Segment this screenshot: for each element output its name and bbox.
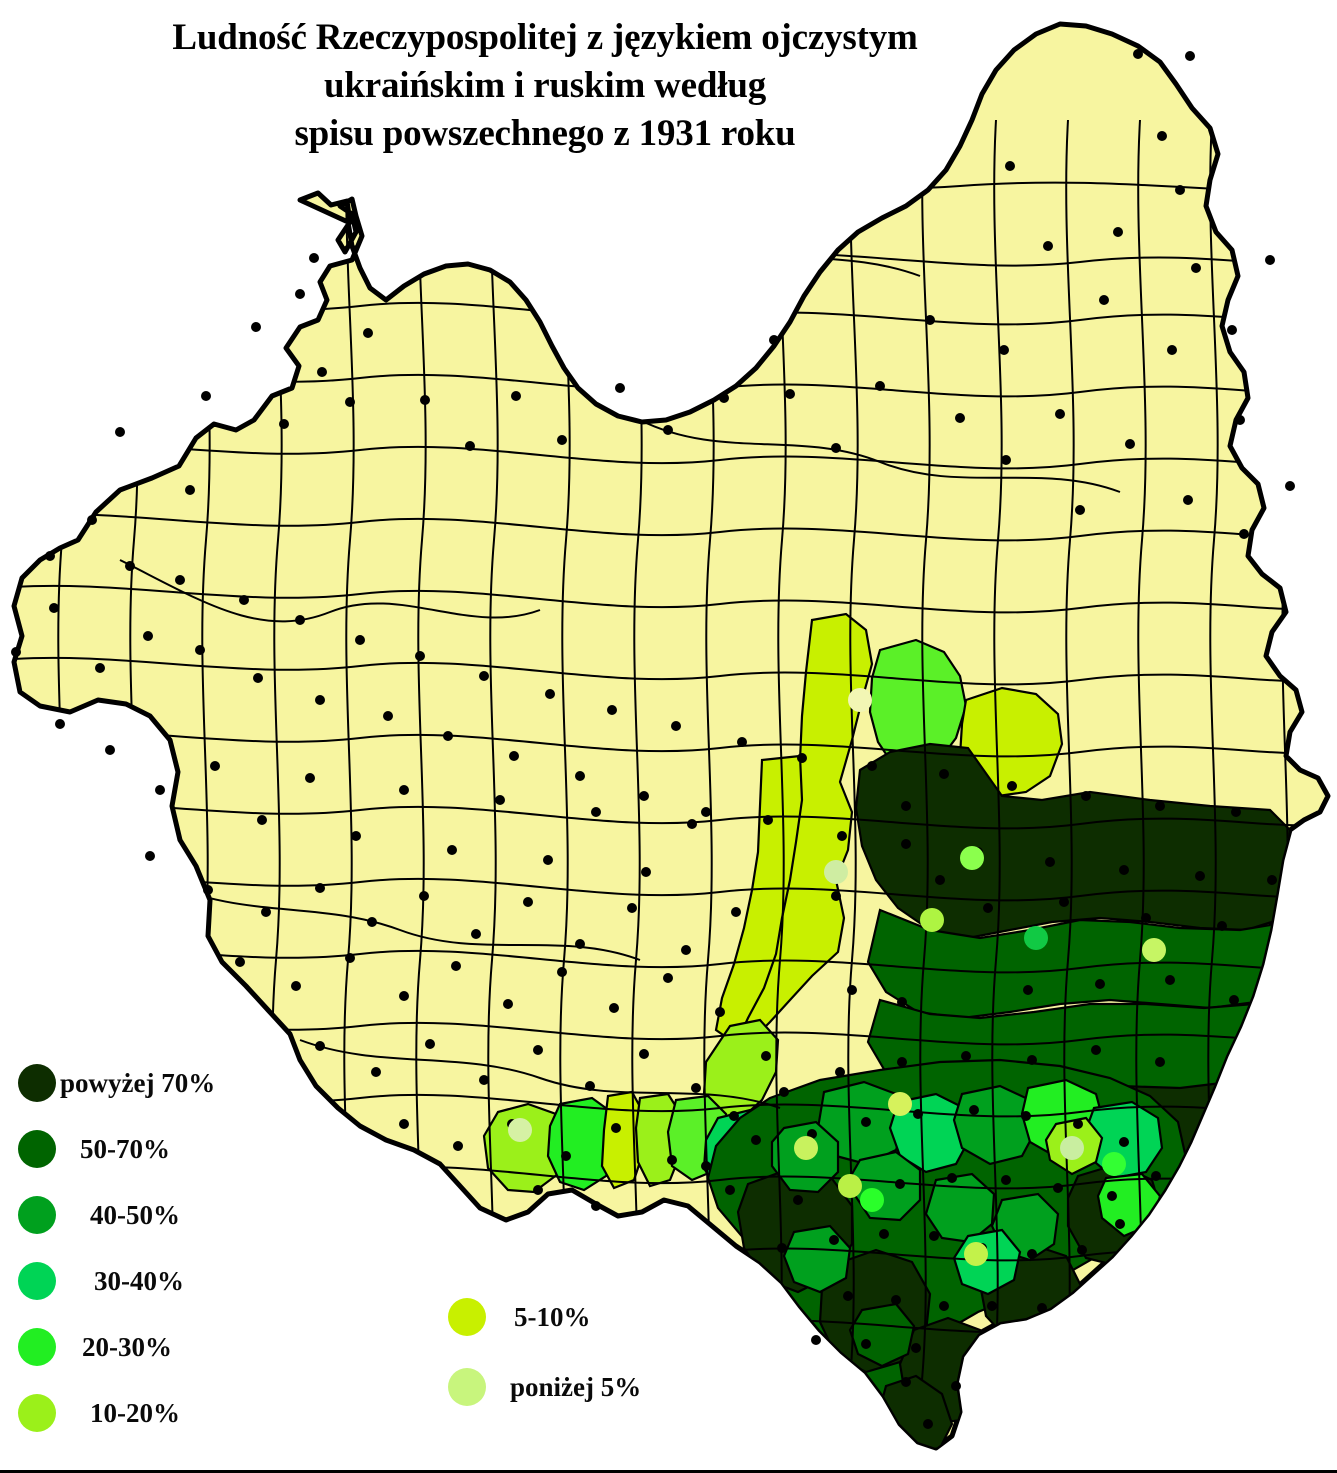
legend-swatch-40-50 — [18, 1196, 56, 1234]
city-marker-luck — [920, 908, 944, 932]
city-marker-chelm — [824, 860, 848, 884]
legend-column-right: 5-10% poniżej 5% — [448, 1282, 641, 1422]
city-marker-krakow — [508, 1118, 532, 1142]
powiat-seat-dots — [11, 49, 1295, 1429]
legend-item-40-50: 40-50% — [18, 1182, 215, 1248]
legend-item-30-40: 30-40% — [18, 1248, 215, 1314]
legend-label-20-30: 20-30% — [82, 1331, 172, 1362]
legend-item-above-70: powyżej 70% — [18, 1050, 215, 1116]
legend-swatch-30-40 — [18, 1262, 56, 1300]
legend-swatch-10-20 — [18, 1394, 56, 1432]
legend-item-5-10: 5-10% — [448, 1282, 641, 1352]
city-marker-stanislawow — [964, 1242, 988, 1266]
city-marker-kowel — [960, 846, 984, 870]
city-marker-lublin — [848, 688, 872, 712]
city-marker-drohobycz — [860, 1188, 884, 1212]
region-10-20-galicia-w1 — [482, 1102, 568, 1194]
legend-item-50-70: 50-70% — [18, 1116, 215, 1182]
legend-swatch-50-70 — [18, 1130, 56, 1168]
legend-label-5-10: 5-10% — [514, 1301, 591, 1332]
legend-item-10-20: 10-20% — [18, 1380, 215, 1446]
legend-label-40-50: 40-50% — [90, 1199, 180, 1230]
legend-swatch-above-70 — [18, 1064, 56, 1102]
legend-swatch-20-30 — [18, 1328, 56, 1366]
region-above-70-wolyn-north — [854, 742, 1292, 940]
city-marker-zolkiew — [1102, 1152, 1126, 1176]
legend-label-above-70: powyżej 70% — [60, 1067, 216, 1098]
legend-label-10-20: 10-20% — [90, 1397, 180, 1428]
legend-label-below-5: poniżej 5% — [510, 1371, 642, 1402]
legend-column-left: powyżej 70% 50-70% 40-50% 30-40% 20-30% … — [18, 1050, 215, 1446]
legend-label-50-70: 50-70% — [80, 1133, 170, 1164]
legend-item-below-5: poniżej 5% — [448, 1352, 641, 1422]
city-marker-lwow — [1060, 1136, 1084, 1160]
city-markers — [508, 688, 1166, 1266]
legend-swatch-5-10 — [448, 1298, 486, 1336]
city-marker-sambor — [838, 1174, 862, 1198]
region-40-50-galicia-13 — [848, 1302, 916, 1368]
city-marker-przemysl — [794, 1136, 818, 1160]
city-marker-dubno — [1142, 938, 1166, 962]
legend-label-30-40: 30-40% — [94, 1265, 184, 1296]
city-marker-rowne — [1024, 926, 1048, 950]
region-40-50-galicia-12 — [782, 1224, 852, 1294]
legend-item-20-30: 20-30% — [18, 1314, 215, 1380]
city-marker-jaroslaw — [888, 1092, 912, 1116]
legend-swatch-below-5 — [448, 1368, 486, 1406]
region-20-30-galicia-w2 — [546, 1096, 620, 1192]
